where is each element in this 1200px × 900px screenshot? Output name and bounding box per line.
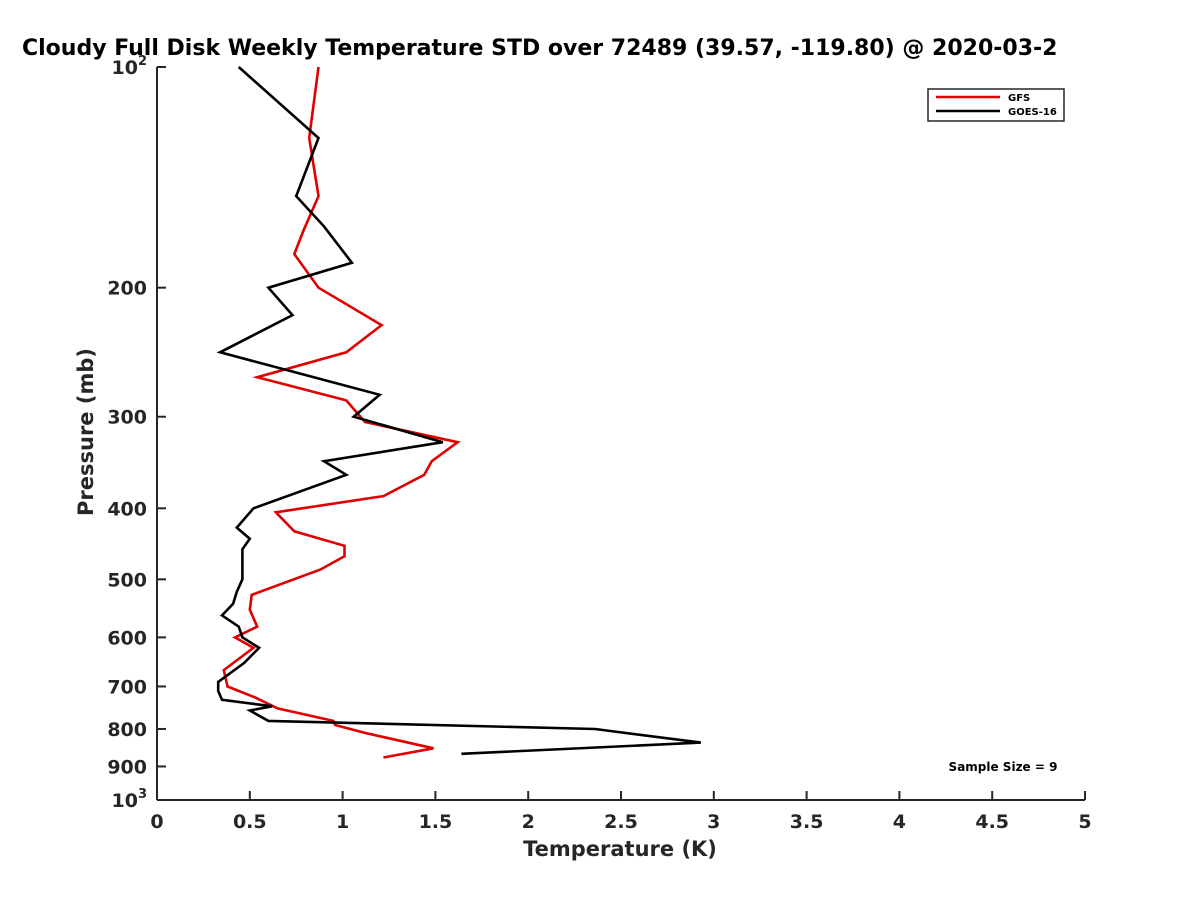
- x-tick-label: 3.5: [790, 811, 824, 833]
- series-lines: [216, 66, 701, 759]
- axis-ticks: 0 0.5 1 1.5 2 2.5 3 3.5 4 4.5 51022003004005006007…: [107, 54, 1091, 833]
- legend-label-goes-16: GOES-16: [1008, 107, 1057, 118]
- x-tick-label: 2.5: [604, 811, 638, 833]
- chart-title: Cloudy Full Disk Weekly Temperature STD …: [22, 36, 1057, 61]
- y-tick-label: 200: [107, 278, 147, 300]
- x-tick-label: 0: [150, 811, 163, 833]
- y-tick-label: 400: [107, 498, 147, 520]
- y-tick-label: 900: [107, 756, 147, 778]
- y-tick-label: 800: [107, 719, 147, 741]
- x-tick-label: 5: [1078, 811, 1091, 833]
- x-tick-label: 3: [707, 811, 720, 833]
- x-tick-label: 1: [336, 811, 349, 833]
- legend: GFS GOES-16: [927, 88, 1065, 122]
- x-tick-label: 4.5: [975, 811, 1009, 833]
- legend-label-gfs: GFS: [1008, 93, 1030, 104]
- y-axis-label: Pressure (mb): [74, 348, 98, 516]
- series-line-gfs: [222, 66, 461, 759]
- x-tick-label: 4: [893, 811, 906, 833]
- x-tick-label: 0.5: [233, 811, 267, 833]
- y-tick-label: 700: [107, 676, 147, 698]
- y-tick-label: 600: [107, 627, 147, 649]
- series-line-goes-16: [216, 66, 701, 756]
- x-axis-label: Temperature (K): [523, 837, 717, 861]
- y-tick-label: 300: [107, 407, 147, 429]
- x-tick-label: 2: [522, 811, 535, 833]
- x-tick-label: 1.5: [419, 811, 453, 833]
- y-tick-label: 500: [107, 569, 147, 591]
- sample-size-annotation: Sample Size = 9: [949, 760, 1058, 774]
- legend-box: [927, 88, 1065, 122]
